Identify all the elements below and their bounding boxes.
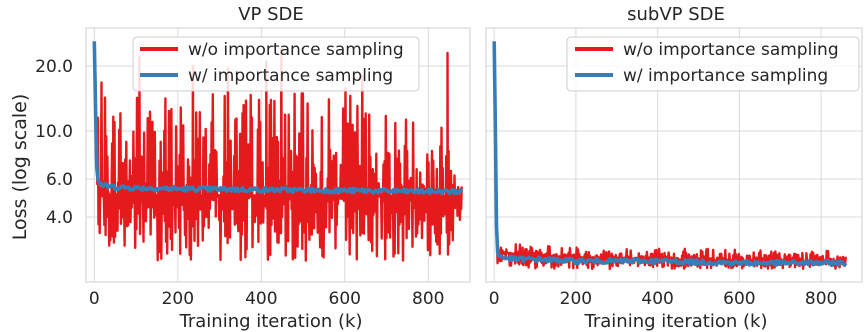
y-tick-label: 6.0: [46, 170, 73, 190]
legend-vp-sde: w/o importance sampling w/ importance sa…: [132, 36, 420, 92]
panel-title-subvp-sde: subVP SDE: [627, 4, 725, 25]
legend-box: [566, 36, 860, 92]
series-line-without-importance-sampling: [493, 41, 847, 271]
y-tick-label: 20.0: [35, 57, 73, 77]
x-axis-label-subvp-sde: Training iteration (k): [584, 311, 768, 332]
x-tick-label: 600: [329, 289, 361, 309]
series-line-with-importance-sampling: [492, 41, 848, 268]
panel-title-vp-sde: VP SDE: [238, 4, 304, 25]
x-tick-label: 400: [245, 289, 277, 309]
y-axis-label: Loss (log scale): [9, 94, 31, 241]
legend-box: [132, 36, 420, 92]
series-line-with-importance-sampling: [92, 41, 464, 196]
x-tick-label: 400: [641, 289, 673, 309]
x-tick-label: 800: [412, 289, 444, 309]
legend-label-without: w/o importance sampling: [623, 40, 839, 60]
x-tick-label: 600: [723, 289, 755, 309]
x-tick-label: 0: [489, 289, 500, 309]
legend-subvp-sde: w/o importance sampling w/ importance sa…: [566, 36, 860, 92]
legend-label-with: w/ importance sampling: [188, 66, 393, 86]
panel-vp-sde: 0 200 400 600 800 4.0 6.0 10.0 20.0 VP SDE Train…: [35, 4, 471, 332]
x-tick-label: 200: [162, 289, 194, 309]
x-tick-label: 200: [560, 289, 592, 309]
series-group: [92, 41, 464, 262]
y-tick-label: 4.0: [46, 208, 73, 228]
x-tick-label: 800: [805, 289, 837, 309]
x-tick-label: 0: [89, 289, 100, 309]
series-group: [492, 41, 848, 271]
y-tick-label: 10.0: [35, 122, 73, 142]
panel-subvp-sde: 0 200 400 600 800 subVP SDE Training iterati…: [485, 4, 863, 332]
legend-label-without: w/o importance sampling: [188, 40, 404, 60]
legend-label-with: w/ importance sampling: [623, 66, 828, 86]
x-axis-label-vp-sde: Training iteration (k): [179, 311, 363, 332]
